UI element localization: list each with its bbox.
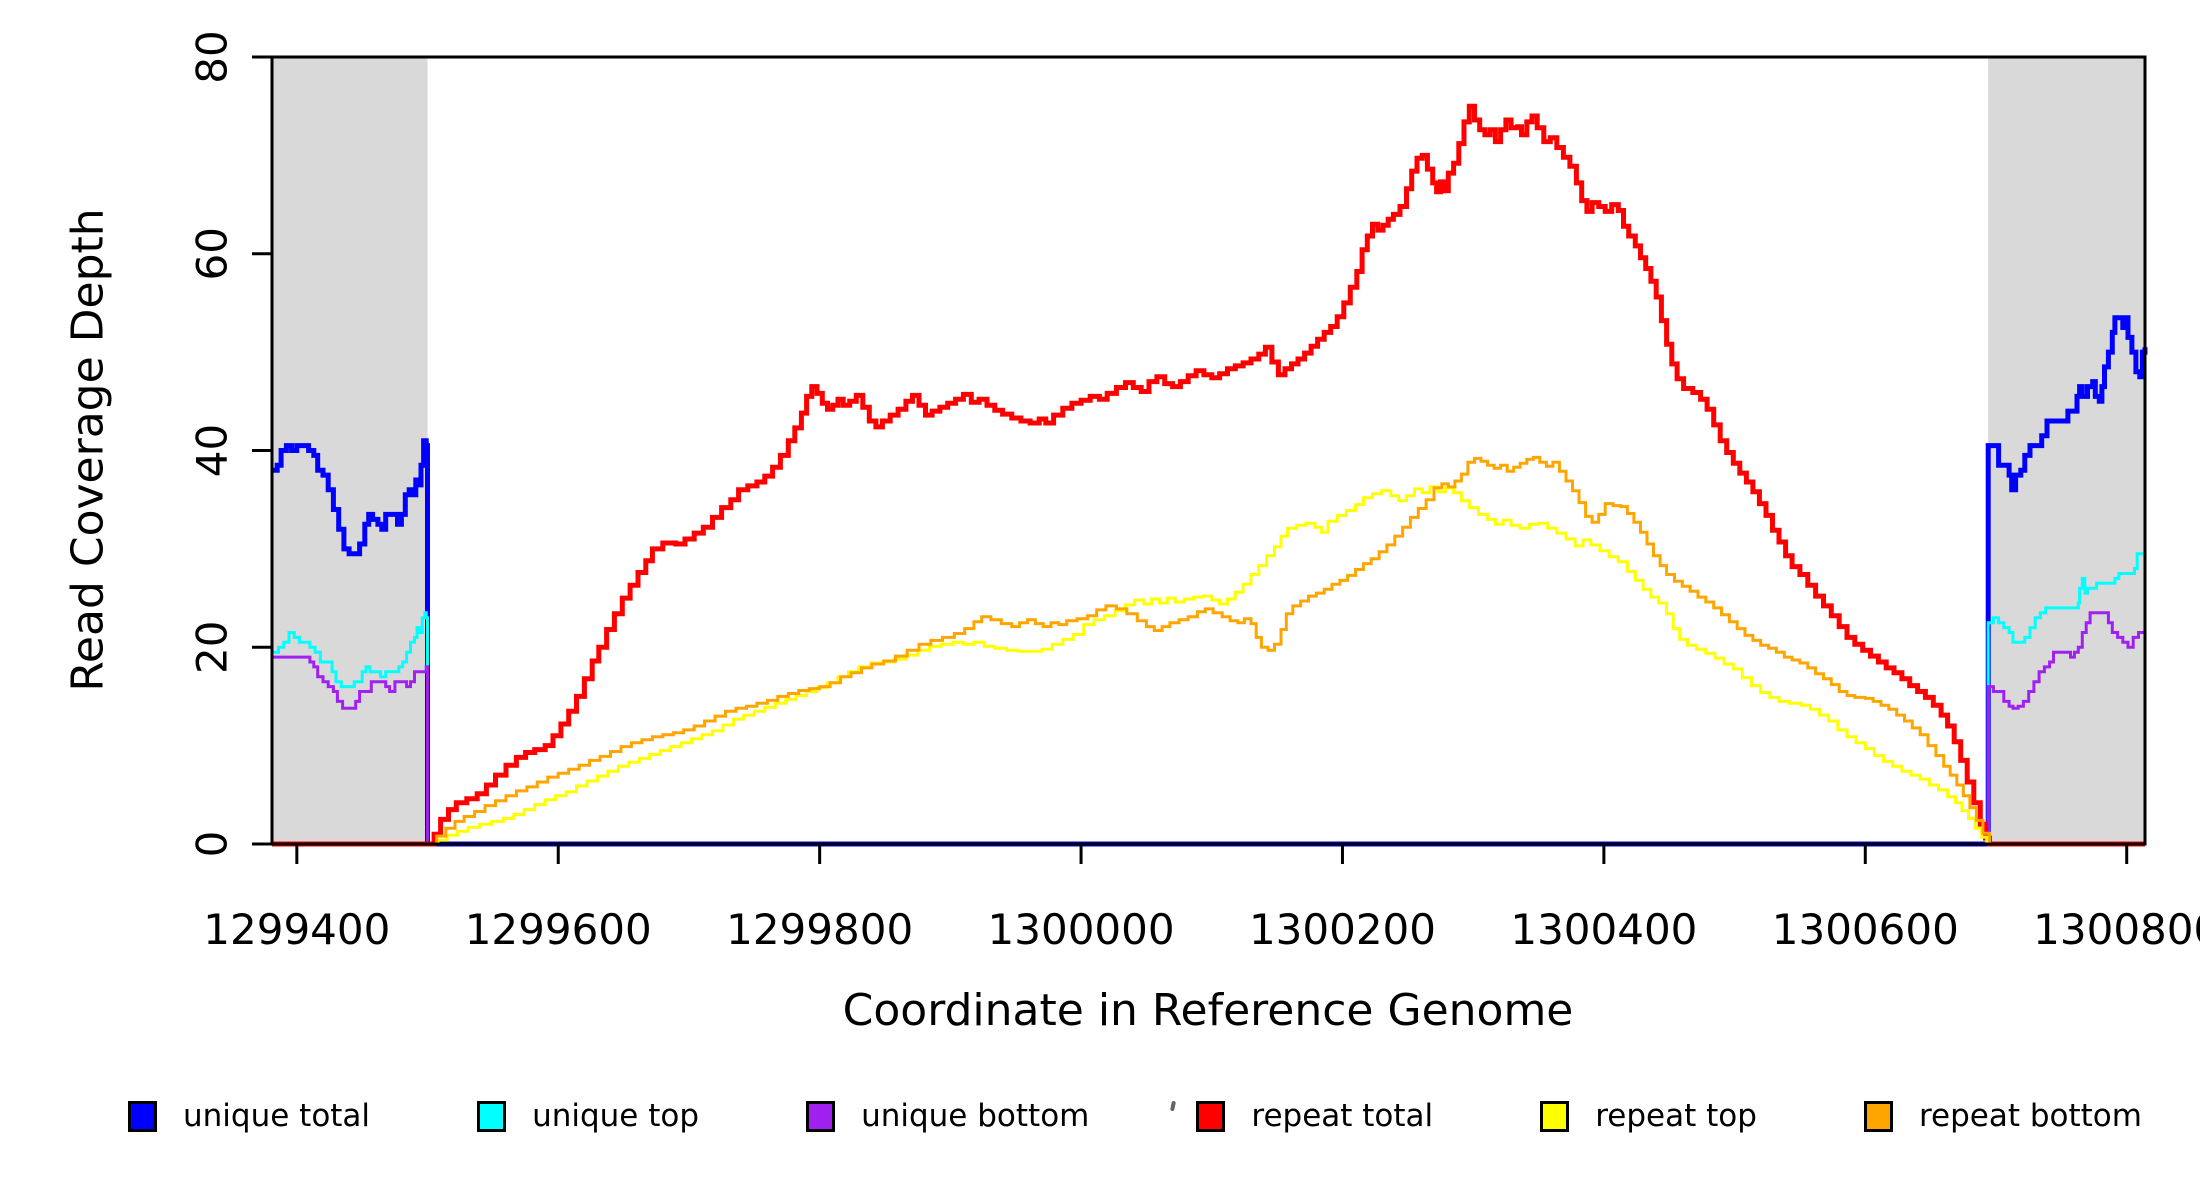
y-tick-label: 40: [188, 424, 237, 477]
y-tick-label: 80: [188, 30, 237, 83]
unique-bottom-line: [272, 611, 2147, 846]
legend-label: unique top: [532, 1098, 700, 1134]
legend-label: unique bottom: [861, 1098, 1090, 1134]
legend-item-unique-total: unique total: [128, 1098, 370, 1134]
repeat-top-swatch-icon: [1540, 1100, 1570, 1132]
legend: unique total unique top unique bottom re…: [128, 1092, 2142, 1140]
x-tick-label: 1299600: [465, 905, 652, 954]
y-tick-label: 20: [188, 621, 237, 674]
unique-total-swatch-icon: [128, 1100, 157, 1132]
y-tick-label: 60: [188, 227, 237, 280]
repeat-total-line: [272, 103, 2145, 847]
repeat-bottom-swatch-icon: [1863, 1100, 1893, 1132]
repeat-top-line: [272, 485, 2145, 846]
plot-border: [270, 55, 2147, 846]
repeat-bottom-line: [272, 455, 2145, 846]
unique-total-line: [272, 315, 2148, 847]
x-tick-label: 1300000: [988, 905, 1175, 954]
legend-item-unique-top: unique top: [477, 1098, 699, 1134]
legend-item-repeat-top: repeat top: [1540, 1098, 1757, 1134]
legend-label: unique total: [183, 1098, 371, 1134]
y-tick-label: 0: [188, 831, 237, 858]
x-tick-label: 1299800: [726, 905, 913, 954]
legend-label: repeat total: [1251, 1098, 1434, 1134]
x-tick-label: 1299400: [203, 905, 390, 954]
series-group: [272, 103, 2148, 847]
shaded-flank-right: [1988, 57, 2145, 844]
legend-label: repeat bottom: [1918, 1098, 2142, 1134]
unique-top-line: [272, 552, 2147, 846]
y-axis-title: Read Coverage Depth: [62, 208, 114, 692]
legend-item-unique-bottom: unique bottom: [806, 1098, 1089, 1134]
legend-item-repeat-bottom: repeat bottom: [1863, 1098, 2142, 1134]
legend-label: repeat top: [1595, 1098, 1757, 1134]
repeat-total-swatch-icon: [1196, 1100, 1226, 1132]
x-axis-title: Coordinate in Reference Genome: [842, 985, 1574, 1036]
legend-item-repeat-total: repeat total: [1196, 1098, 1433, 1134]
unique-bottom-swatch-icon: [806, 1100, 836, 1132]
x-tick-label: 1300200: [1249, 905, 1436, 954]
x-tick-label: 1300400: [1510, 905, 1697, 954]
x-tick-label: 1300600: [1772, 905, 1959, 954]
unique-top-swatch-icon: [477, 1100, 507, 1132]
